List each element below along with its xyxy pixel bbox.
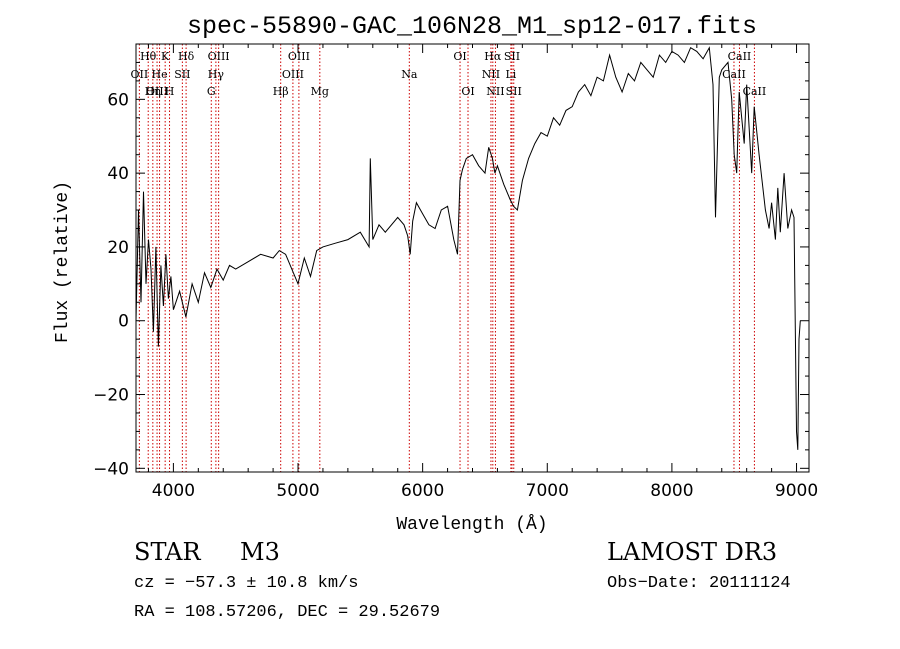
spectral-line-label: CaII [722, 68, 746, 81]
spectral-line-label: Hθ [140, 50, 157, 63]
spectral-line-label: OIII [146, 85, 168, 98]
spectral-line-label: Hβ [273, 85, 289, 98]
spectral-line-label: Hα [484, 50, 502, 63]
chart-title: spec-55890-GAC_106N28_M1_sp12-017.fits [187, 12, 757, 41]
y-tick-label: 40 [107, 164, 129, 184]
spectral-line-label: OIII [288, 50, 310, 63]
spectral-line-label: H [165, 85, 175, 98]
spectral-line-label: Hγ [208, 68, 225, 81]
object-class: STAR [134, 538, 201, 566]
spectral-line-label: SII [506, 85, 522, 98]
x-tick-label: 6000 [401, 481, 444, 501]
y-tick-label: 60 [107, 90, 129, 110]
axis-ticks: 4000 5000 6000 7000 8000 9000 −40 −20 0 20 40 60 [93, 43, 818, 501]
spectral-line-label: OIII [282, 68, 304, 81]
spectral-line-label: CaII [743, 85, 767, 98]
x-tick-label: 9000 [775, 481, 818, 501]
spectrum-line [135, 46, 801, 450]
spectral-line-label: OI [461, 85, 474, 98]
spectral-line-label: Li [505, 68, 516, 81]
spectral-line-label: OIII [208, 50, 230, 63]
spectral-line-label: Hδ [178, 50, 195, 63]
spectral-line-label: SII [504, 50, 520, 63]
spectral-line-label: K [161, 50, 170, 63]
plot-frame [135, 43, 810, 473]
redshift-text: cz = −57.3 ± 10.8 km/s [134, 574, 359, 593]
y-tick-label: −40 [93, 459, 129, 479]
obs-date-text: Obs−Date: 20111124 [607, 574, 791, 593]
spectral-line-label: NII [482, 68, 500, 81]
spectral-line-label: CaII [728, 50, 752, 63]
spectral-line-label: OII [131, 68, 149, 81]
y-tick-label: −20 [93, 386, 129, 406]
spectral-line-label: Na [401, 68, 418, 81]
x-tick-label: 5000 [276, 481, 319, 501]
spectral-line-label: Mg [311, 85, 329, 98]
x-axis-label: Wavelength (Å) [396, 514, 547, 535]
spectral-line-label: He [152, 68, 168, 81]
object-subclass: M3 [240, 538, 280, 566]
y-tick-label: 0 [118, 312, 129, 332]
x-tick-label: 4000 [152, 481, 195, 501]
x-tick-label: 7000 [526, 481, 569, 501]
spectral-line-label: Hη [145, 85, 161, 98]
coordinates-text: RA = 108.57206, DEC = 29.52679 [134, 603, 441, 622]
survey-name: LAMOST DR3 [607, 538, 778, 566]
y-axis-label: Flux (relative) [53, 181, 73, 343]
spectral-line-label: OI [453, 50, 466, 63]
y-tick-label: 20 [107, 238, 129, 258]
spectral-line-label: SII [174, 68, 190, 81]
spectral-line-label: G [207, 85, 216, 98]
x-tick-label: 8000 [650, 481, 693, 501]
spectral-line-label: NII [486, 85, 504, 98]
spectral-line-markers [138, 44, 755, 472]
